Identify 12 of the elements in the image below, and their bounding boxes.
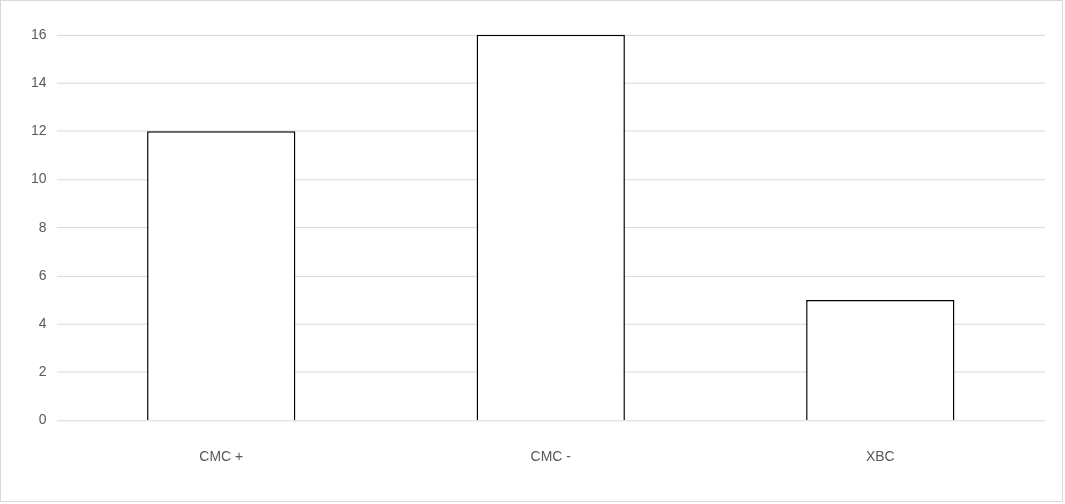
- y-tick-label: 12: [30, 122, 47, 139]
- y-tick-label: 4: [38, 314, 47, 331]
- y-tick-label: 16: [30, 25, 47, 42]
- y-tick-label: 14: [30, 73, 47, 90]
- y-tick-label: 8: [38, 218, 47, 235]
- y-tick-label: 6: [38, 266, 47, 283]
- x-tick-label: CMC -: [530, 447, 572, 464]
- y-tick-label: 0: [38, 411, 47, 428]
- y-tick-label: 10: [30, 170, 47, 187]
- x-tick-label: CMC +: [199, 447, 244, 464]
- y-tick-label: 2: [38, 363, 47, 380]
- x-tick-label: XBC: [865, 447, 895, 464]
